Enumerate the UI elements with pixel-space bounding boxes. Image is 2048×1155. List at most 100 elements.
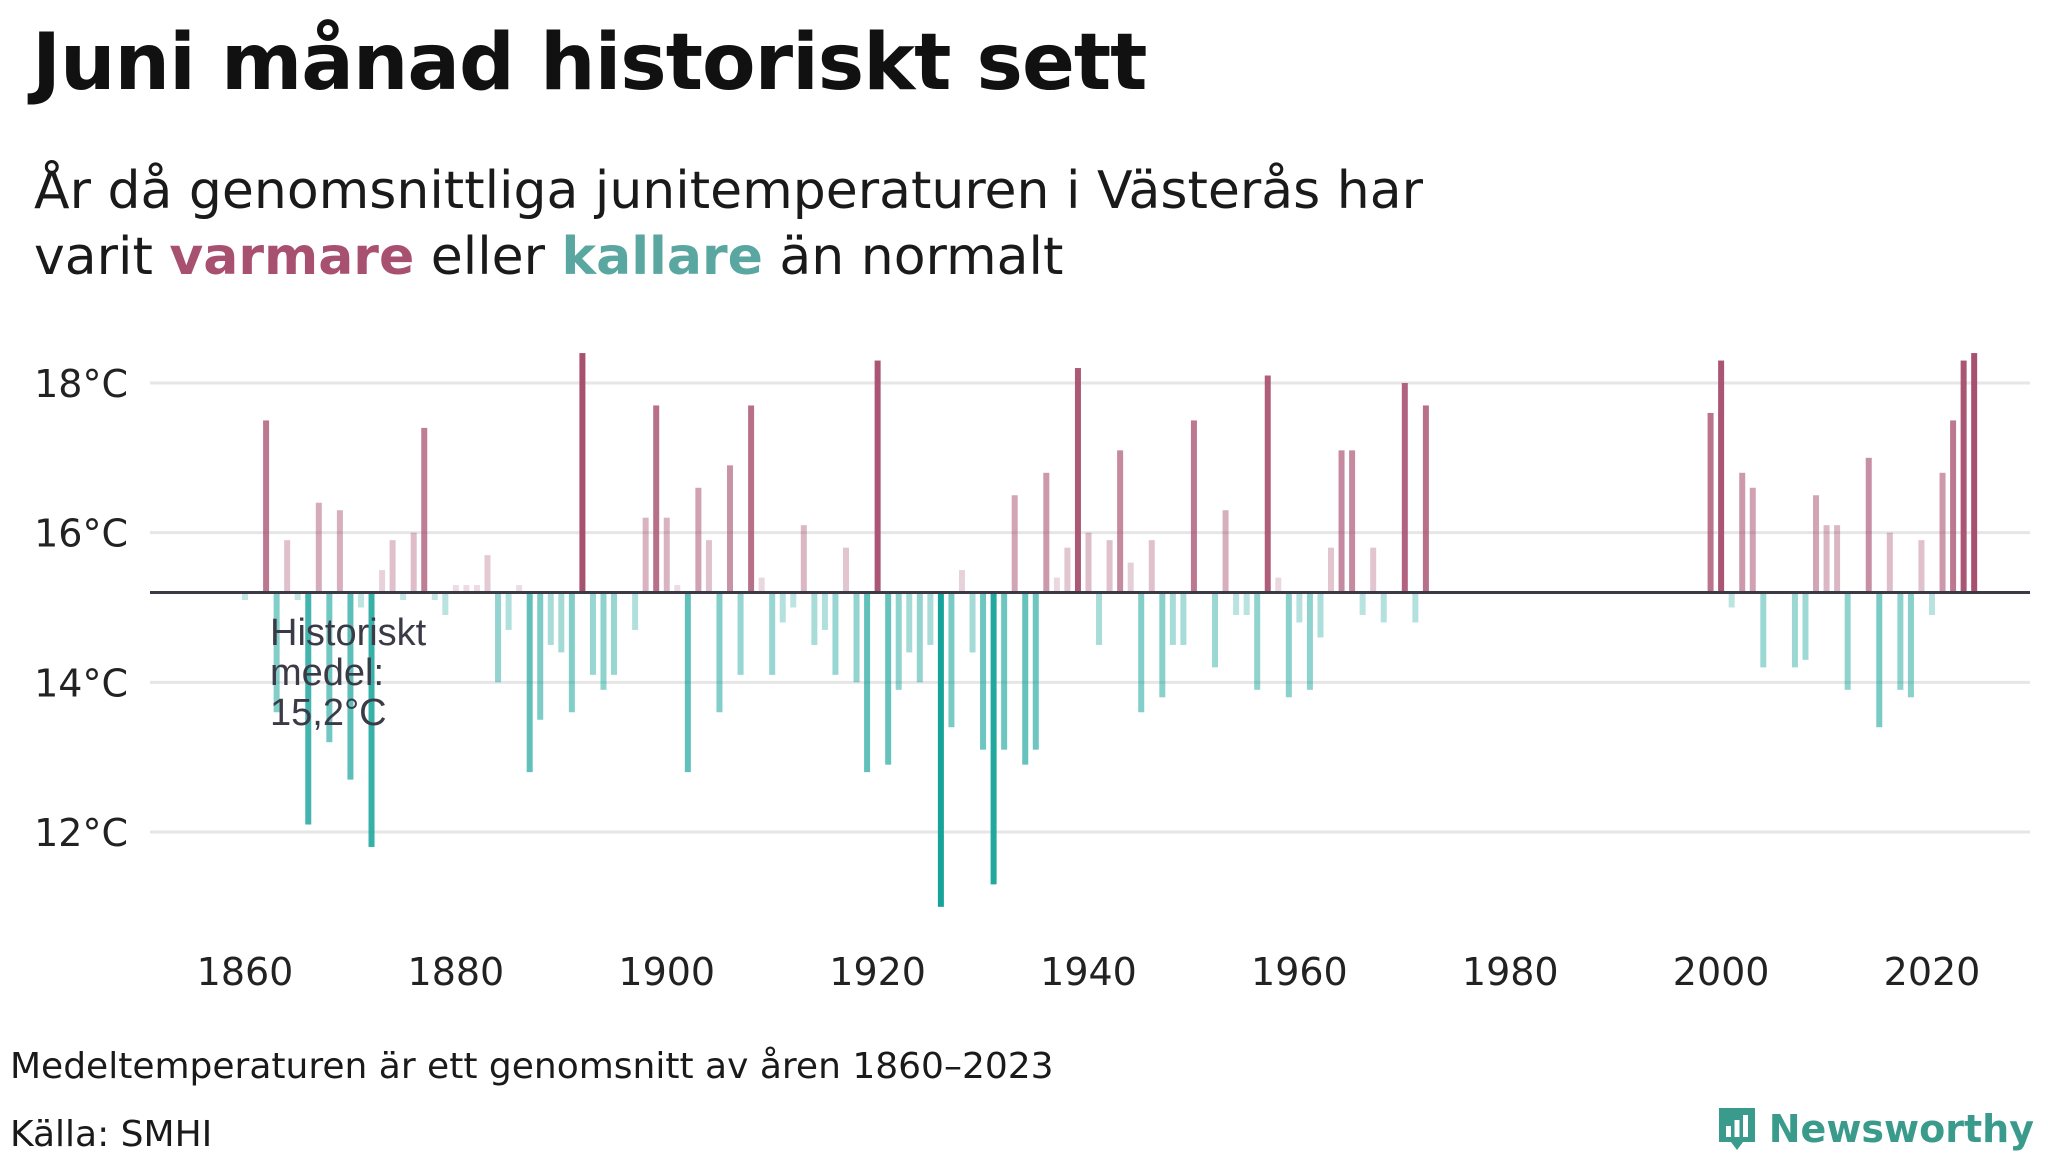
bar — [526, 592, 533, 773]
bar — [1728, 592, 1735, 608]
bar — [537, 592, 544, 720]
bar — [1106, 540, 1113, 593]
bar — [1412, 592, 1419, 623]
bar — [1401, 383, 1408, 593]
bar — [769, 592, 776, 675]
bar — [1707, 412, 1714, 593]
bar — [568, 592, 575, 713]
bar — [1813, 495, 1820, 593]
x-tick-label: 1960 — [1251, 950, 1348, 994]
bar — [1844, 592, 1851, 690]
bar — [589, 592, 596, 675]
subtitle-pre: varit — [34, 227, 153, 287]
x-tick-label: 1980 — [1462, 950, 1559, 994]
bar — [379, 570, 386, 593]
bar — [1349, 450, 1356, 593]
bar — [1939, 472, 1946, 593]
bar — [1254, 592, 1261, 690]
bar — [347, 592, 354, 780]
bar — [969, 592, 976, 653]
bar — [1159, 592, 1166, 698]
bar — [1011, 495, 1018, 593]
bar — [1296, 592, 1303, 623]
bar — [452, 585, 459, 593]
bar — [895, 592, 902, 690]
y-tick-label: 18°C — [34, 362, 128, 406]
bar — [1328, 547, 1335, 593]
bar — [716, 592, 723, 713]
bar — [790, 592, 797, 608]
bar — [1127, 562, 1134, 593]
bar — [1233, 592, 1240, 615]
bar — [695, 487, 702, 593]
bar — [1886, 532, 1893, 593]
bar — [642, 517, 649, 593]
subtitle-line-2: varit varmare eller kallare än normalt — [34, 224, 1423, 290]
bar — [368, 592, 375, 847]
bar — [1148, 540, 1155, 593]
bar — [653, 405, 660, 593]
bar — [1001, 592, 1008, 750]
bar — [484, 555, 491, 593]
bar — [473, 585, 480, 593]
bar — [579, 353, 586, 593]
bar — [1317, 592, 1324, 638]
bar — [1718, 360, 1725, 593]
bar — [463, 585, 470, 593]
bar — [779, 592, 786, 623]
bar — [758, 577, 765, 593]
bar — [1064, 547, 1071, 593]
bar — [1876, 592, 1883, 728]
y-tick-label: 14°C — [34, 661, 128, 705]
bar — [1222, 510, 1229, 593]
x-tick-label: 2020 — [1884, 950, 1981, 994]
bar — [431, 592, 438, 601]
bar — [1971, 353, 1978, 593]
bar — [1243, 592, 1250, 615]
bar — [980, 592, 987, 750]
bar — [326, 592, 333, 743]
bar — [442, 592, 449, 615]
bar — [800, 525, 807, 593]
bar — [558, 592, 565, 653]
bar — [853, 592, 860, 683]
bar — [684, 592, 691, 773]
bar — [611, 592, 618, 675]
bar — [1380, 592, 1387, 623]
bar — [1802, 592, 1809, 660]
bar — [832, 592, 839, 675]
bar — [547, 592, 554, 645]
bar — [421, 427, 428, 593]
bar — [811, 592, 818, 645]
bar — [842, 547, 849, 593]
bar — [400, 592, 407, 601]
mean-annotation-line: 15,2°C — [270, 692, 387, 734]
y-tick-label: 16°C — [34, 512, 128, 556]
bar — [1760, 592, 1767, 668]
bar — [937, 592, 944, 907]
bar — [885, 592, 892, 765]
source-credit: Källa: SMHI — [10, 1114, 213, 1155]
bar — [1053, 577, 1060, 593]
chart-subtitle: År då genomsnittliga junitemperaturen i … — [34, 158, 1423, 290]
bar — [906, 592, 913, 653]
bar — [315, 502, 322, 593]
bar — [1950, 420, 1957, 593]
bar — [1096, 592, 1103, 645]
bar — [1865, 457, 1872, 593]
y-tick-label: 12°C — [34, 811, 128, 855]
bar — [600, 592, 607, 690]
x-tick-label: 1880 — [408, 950, 505, 994]
bar — [336, 510, 343, 593]
bar — [748, 405, 755, 593]
x-tick-label: 1920 — [829, 950, 926, 994]
bar — [705, 540, 712, 593]
bar — [1918, 540, 1925, 593]
bar — [821, 592, 828, 630]
subtitle-warm-word: varmare — [169, 227, 415, 287]
bar — [1749, 487, 1756, 593]
bar — [632, 592, 639, 630]
bar — [1370, 547, 1377, 593]
x-tick-label: 1860 — [197, 950, 294, 994]
bar — [663, 517, 670, 593]
